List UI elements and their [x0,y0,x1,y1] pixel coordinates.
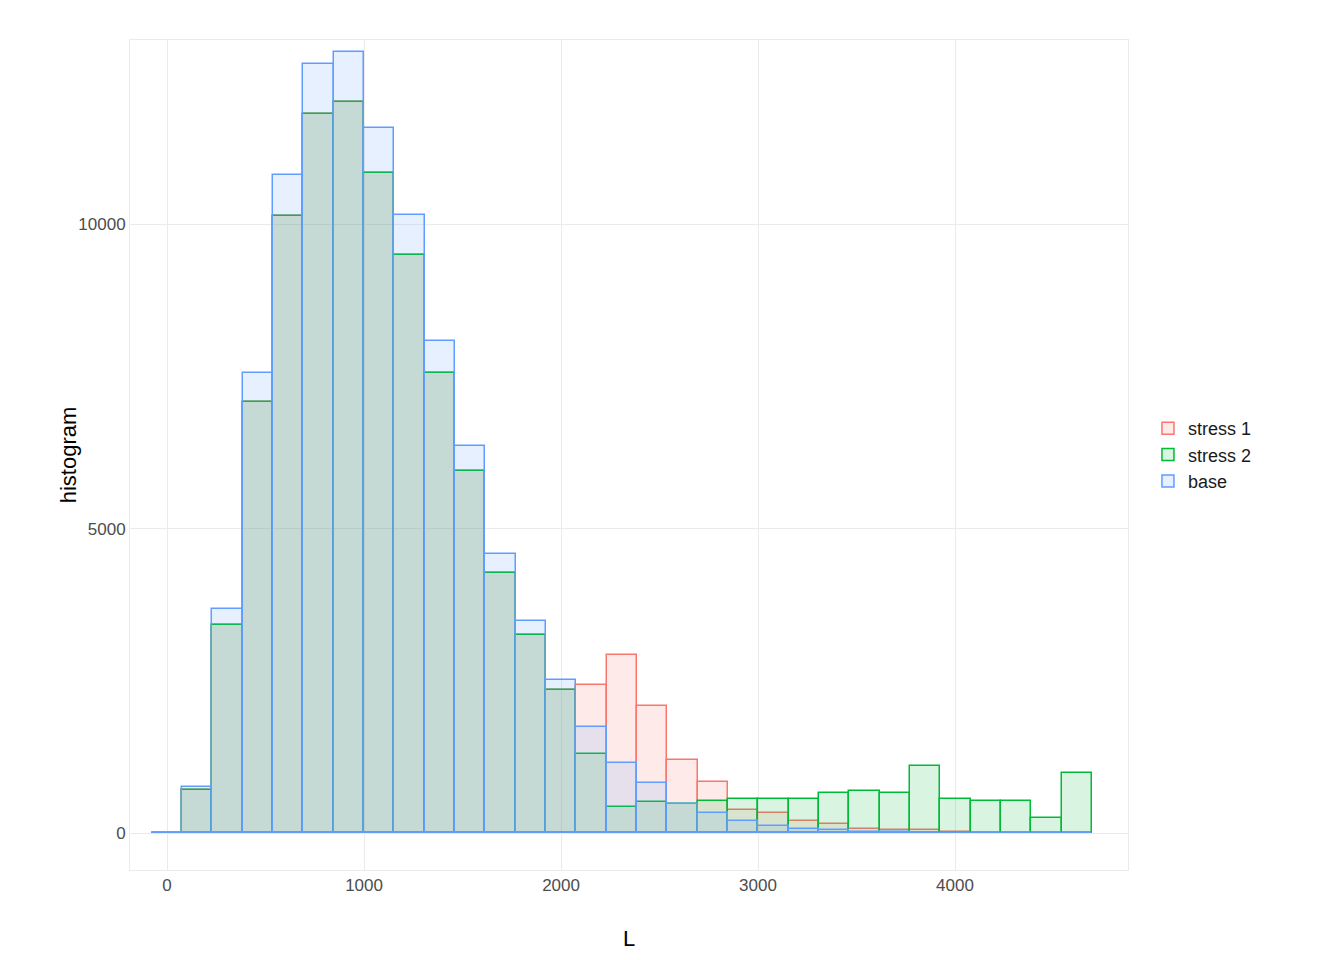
svg-text:0: 0 [162,876,171,895]
svg-text:0: 0 [116,824,125,843]
svg-text:3000: 3000 [739,876,777,895]
svg-text:10000: 10000 [78,215,125,234]
svg-text:histogram: histogram [56,407,81,504]
svg-text:base: base [1188,472,1227,492]
svg-text:stress 2: stress 2 [1188,446,1251,466]
svg-text:2000: 2000 [542,876,580,895]
svg-text:4000: 4000 [936,876,974,895]
svg-text:L: L [623,926,635,951]
svg-text:5000: 5000 [88,520,126,539]
svg-text:1000: 1000 [345,876,383,895]
svg-text:stress 1: stress 1 [1188,419,1251,439]
